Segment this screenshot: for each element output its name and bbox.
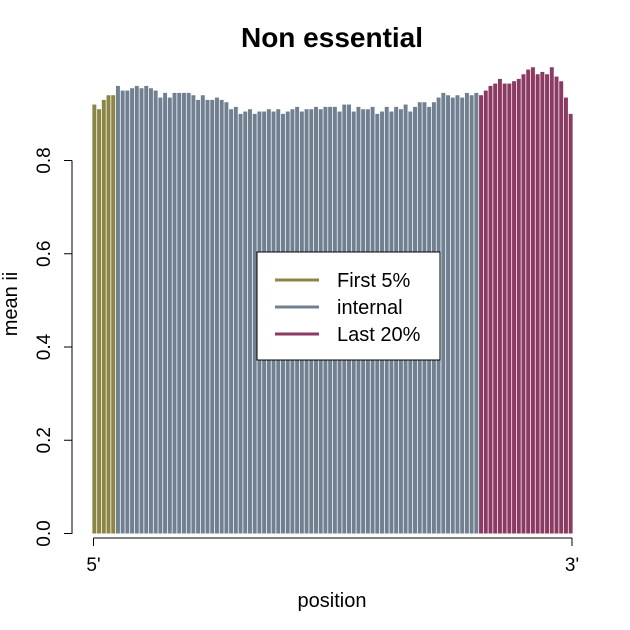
- bar-first-5-0: [92, 104, 97, 534]
- legend-label-first: First 5%: [337, 270, 411, 292]
- bar-last-20-3: [493, 83, 498, 534]
- bar-last-20-13: [540, 71, 545, 534]
- y-tick-label: 0.8: [34, 147, 55, 173]
- bar-internal-13: [177, 92, 182, 534]
- y-tick-label: 0.0: [34, 520, 55, 546]
- bar-internal-24: [229, 109, 234, 534]
- legend: First 5% internal Last 20%: [256, 251, 441, 361]
- bar-last-20-16: [554, 76, 559, 534]
- bar-internal-12: [172, 92, 177, 534]
- y-tick-label: 0.6: [34, 241, 55, 267]
- bar-last-20-9: [521, 74, 526, 534]
- bar-internal-4: [134, 85, 139, 534]
- bar-last-20-2: [488, 85, 493, 534]
- bar-internal-6: [144, 85, 149, 534]
- bar-internal-29: [252, 113, 257, 534]
- bar-last-20-0: [479, 95, 484, 534]
- bar-internal-76: [474, 92, 479, 534]
- x-tick-label: 3': [565, 555, 579, 576]
- bar-internal-17: [196, 99, 201, 534]
- bar-internal-20: [210, 99, 215, 534]
- bar-first-5-4: [111, 95, 116, 534]
- bar-internal-73: [460, 97, 465, 534]
- bar-last-20-14: [545, 74, 550, 534]
- bar-first-5-2: [101, 99, 106, 534]
- y-axis-label: mean ii: [0, 272, 22, 336]
- y-tick-label: 0.4: [34, 333, 55, 360]
- bar-internal-74: [464, 92, 469, 534]
- bar-last-20-1: [483, 90, 488, 534]
- bar-last-20-7: [512, 81, 517, 534]
- legend-label-internal: internal: [337, 297, 403, 319]
- bar-internal-3: [130, 88, 135, 534]
- bar-internal-28: [247, 109, 252, 534]
- bar-internal-72: [455, 95, 460, 534]
- bar-last-20-12: [535, 74, 540, 534]
- bar-last-20-19: [568, 113, 573, 534]
- bar-internal-15: [186, 92, 191, 534]
- bar-internal-75: [469, 95, 474, 534]
- bar-internal-0: [115, 85, 120, 534]
- bar-last-20-8: [516, 78, 521, 534]
- x-axis-label: position: [298, 590, 367, 612]
- bar-internal-71: [450, 97, 455, 534]
- bar-internal-22: [219, 99, 224, 534]
- bar-last-20-15: [549, 67, 554, 534]
- bar-last-20-10: [526, 69, 531, 534]
- legend-label-last: Last 20%: [337, 324, 421, 346]
- bar-internal-9: [158, 97, 163, 534]
- y-tick-label: 0.2: [34, 427, 55, 453]
- bar-internal-2: [125, 90, 130, 534]
- y-ticks-group: 0.0 0.2 0.4 0.6 0.8: [34, 147, 72, 547]
- bar-internal-8: [153, 90, 158, 534]
- bar-last-20-18: [563, 97, 568, 534]
- bar-first-5-1: [97, 109, 102, 534]
- bar-internal-14: [181, 92, 186, 534]
- x-tick-label: 5': [86, 555, 100, 576]
- bar-last-20-11: [530, 67, 535, 534]
- bar-internal-7: [148, 88, 153, 534]
- x-ticks-group: 5' 3': [86, 538, 579, 576]
- bar-last-20-5: [502, 83, 507, 534]
- bar-internal-10: [163, 92, 168, 534]
- bar-internal-27: [243, 111, 248, 534]
- bar-internal-21: [214, 97, 219, 534]
- bar-internal-69: [441, 92, 446, 534]
- bar-internal-16: [191, 95, 196, 534]
- bar-internal-19: [205, 99, 210, 534]
- bar-internal-26: [238, 113, 243, 534]
- bar-internal-1: [120, 90, 125, 534]
- bar-internal-11: [167, 97, 172, 534]
- bar-last-20-4: [497, 78, 502, 534]
- bar-last-20-17: [559, 81, 564, 534]
- bar-internal-5: [139, 88, 144, 534]
- bar-internal-25: [233, 106, 238, 534]
- bar-first-5-3: [106, 95, 111, 534]
- bar-internal-23: [224, 102, 229, 534]
- chart-title: Non essential: [241, 22, 423, 53]
- bar-internal-70: [446, 95, 451, 534]
- bar-internal-18: [200, 95, 205, 534]
- bar-last-20-6: [507, 83, 512, 534]
